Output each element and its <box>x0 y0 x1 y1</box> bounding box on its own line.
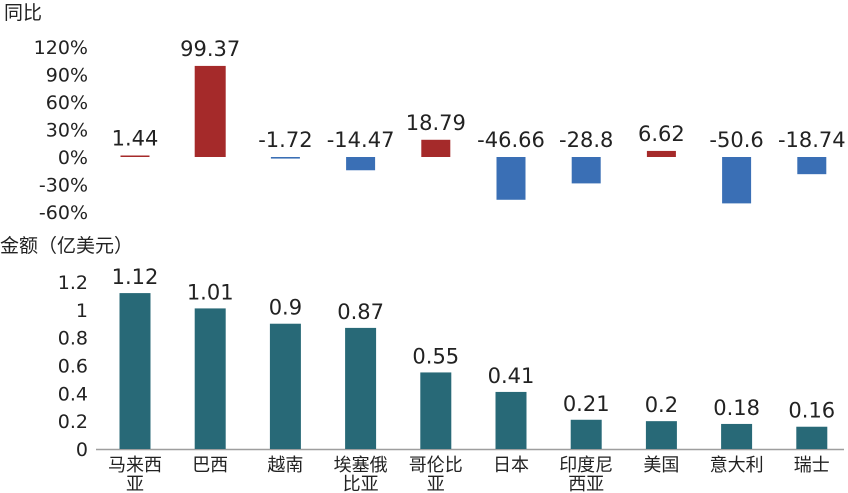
amount-bar <box>796 426 828 449</box>
category-label: 亚 <box>126 474 144 493</box>
yoy-bar <box>496 157 526 200</box>
yoy-y-tick-label: 60% <box>46 92 88 114</box>
yoy-bar <box>194 65 226 157</box>
amount-data-label: 0.41 <box>488 364 535 388</box>
category-label: 越南 <box>267 455 303 476</box>
amount-bars <box>119 293 828 449</box>
category-label: 意大利 <box>710 455 764 476</box>
yoy-bar <box>270 157 300 159</box>
yoy-bar <box>646 150 676 157</box>
yoy-y-ticks: 120% 90% 60% 30% 0% -30% -60% <box>34 37 88 224</box>
amount-y-tick-label: 0.4 <box>58 383 88 405</box>
yoy-bar <box>571 157 601 184</box>
yoy-bar <box>421 139 451 157</box>
category-label: 瑞士 <box>794 455 830 476</box>
yoy-chart: 同比 120% 90% 60% 30% 0% -30% -60% 1.44 99.37 -1.7… <box>4 2 846 224</box>
yoy-bar <box>120 155 150 157</box>
amount-data-label: 0.18 <box>713 396 760 420</box>
amount-bar <box>570 419 602 449</box>
amount-bar <box>345 327 377 449</box>
yoy-data-label: -28.8 <box>559 128 613 152</box>
amount-data-label: 1.12 <box>112 265 159 289</box>
amount-y-tick-label: 0 <box>76 439 88 461</box>
amount-y-tick-label: 0.2 <box>58 411 88 433</box>
amount-y-tick-label: 0.8 <box>58 328 88 350</box>
amount-data-label: 1.01 <box>187 280 234 304</box>
yoy-data-label: 6.62 <box>638 122 685 146</box>
amount-chart: 金额（亿美元） 1.2 1 0.8 0.6 0.4 0.2 0 1.12 1.01 0.9 0.8… <box>0 235 844 493</box>
category-label: 日本 <box>493 455 529 476</box>
amount-y-tick-label: 1 <box>76 300 88 322</box>
category-label: 比亚 <box>343 474 379 493</box>
amount-axis-label: 金额（亿美元） <box>0 235 133 257</box>
amount-bar <box>269 323 301 449</box>
amount-bar <box>119 293 151 449</box>
yoy-data-label: 1.44 <box>112 127 159 151</box>
amount-data-label: 0.2 <box>645 393 678 417</box>
category-label: 西亚 <box>568 474 604 493</box>
amount-data-label: 0.9 <box>269 296 302 320</box>
yoy-data-label: -50.6 <box>709 128 763 152</box>
yoy-data-label: -18.74 <box>778 128 846 152</box>
yoy-bar <box>346 157 376 171</box>
yoy-y-tick-label: 120% <box>34 37 88 59</box>
amount-bar <box>194 308 226 449</box>
category-label: 马来西 <box>108 455 162 476</box>
category-label: 印度尼 <box>559 455 613 476</box>
amount-y-tick-label: 0.6 <box>58 355 88 377</box>
amount-data-labels: 1.12 1.01 0.9 0.87 0.55 0.41 0.21 0.2 0.18 0.16 <box>112 265 836 423</box>
amount-data-label: 0.55 <box>412 344 459 368</box>
category-label: 哥伦比 <box>409 455 463 476</box>
amount-data-label: 0.21 <box>563 392 610 416</box>
yoy-data-label: 99.37 <box>180 37 240 61</box>
yoy-y-tick-label: 90% <box>46 65 88 87</box>
category-label: 美国 <box>643 455 679 476</box>
yoy-data-labels: 1.44 99.37 -1.72 -14.47 18.79 -46.66 -28.8 6.62… <box>112 37 846 152</box>
category-label: 亚 <box>427 474 445 493</box>
amount-bar <box>420 372 452 449</box>
category-label: 埃塞俄 <box>334 455 388 476</box>
amount-bar <box>721 423 753 449</box>
category-label: 巴西 <box>192 455 228 476</box>
amount-bar <box>645 421 677 449</box>
amount-data-label: 0.16 <box>788 399 835 423</box>
yoy-y-tick-label: -30% <box>39 175 88 197</box>
yoy-y-tick-label: -60% <box>39 202 88 224</box>
yoy-y-tick-label: 0% <box>58 147 88 169</box>
yoy-axis-label: 同比 <box>4 2 42 24</box>
yoy-bar <box>722 157 752 204</box>
amount-bar <box>495 391 527 449</box>
yoy-y-tick-label: 30% <box>46 120 88 142</box>
yoy-data-label: -1.72 <box>258 128 312 152</box>
yoy-bars <box>120 65 827 204</box>
yoy-data-label: 18.79 <box>406 111 466 135</box>
amount-data-label: 0.87 <box>337 300 384 324</box>
amount-y-tick-label: 1.2 <box>58 272 88 294</box>
yoy-bar <box>797 157 827 175</box>
amount-y-ticks: 1.2 1 0.8 0.6 0.4 0.2 0 <box>58 272 88 461</box>
yoy-data-label: -46.66 <box>477 128 545 152</box>
yoy-data-label: -14.47 <box>327 128 395 152</box>
